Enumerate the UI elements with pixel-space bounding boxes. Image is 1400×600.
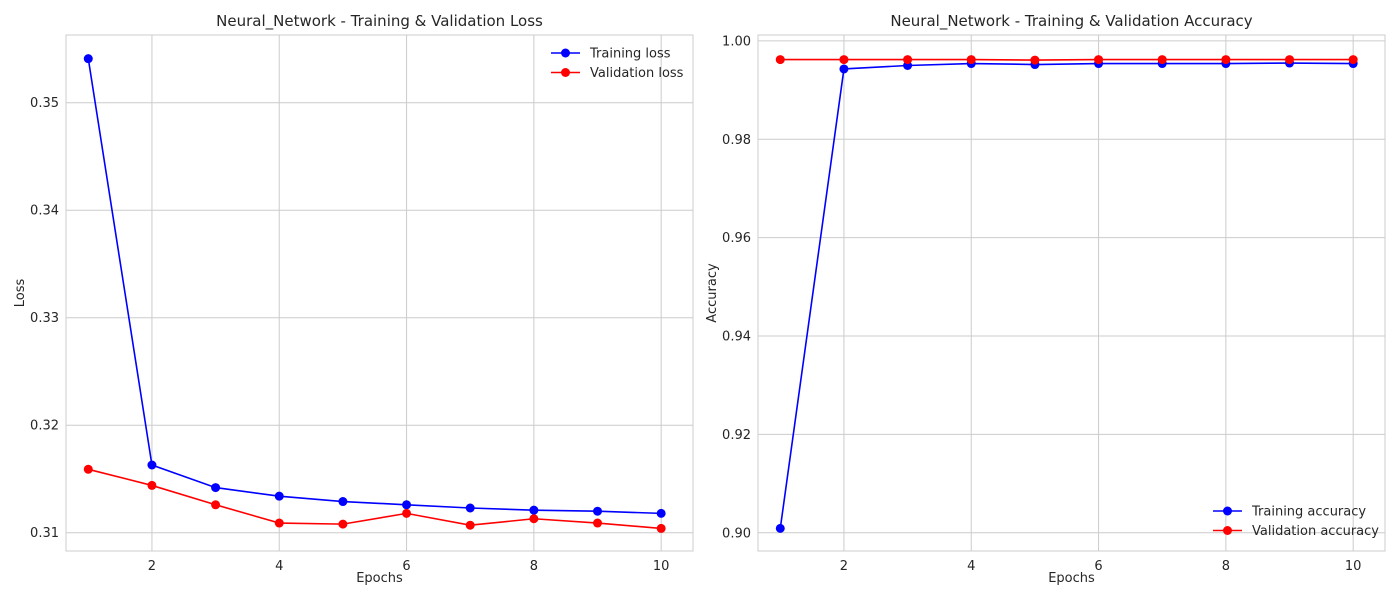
series-line-training (779, 62, 1354, 529)
y-tick-label: 0.34 (30, 204, 59, 219)
legend-label-training: Training loss (589, 47, 671, 62)
series-line-validation (88, 468, 662, 530)
data-point-validation (338, 519, 348, 529)
data-point-validation (839, 55, 849, 65)
data-point-validation (1157, 55, 1167, 65)
legend-label-training: Training accuracy (1251, 505, 1366, 520)
data-point-training (274, 491, 284, 501)
x-tick-label: 2 (840, 559, 848, 574)
legend-marker-validation (1223, 526, 1232, 535)
x-tick-label: 8 (1222, 559, 1230, 574)
data-point-validation (966, 55, 976, 65)
x-axis-label: Epochs (356, 571, 403, 586)
data-point-training (147, 460, 157, 470)
y-tick-label: 0.90 (722, 526, 751, 541)
y-tick-label: 0.98 (722, 133, 751, 148)
data-point-validation (1094, 55, 1104, 65)
series-line-training (87, 58, 662, 515)
data-point-validation (656, 523, 666, 533)
y-tick-label: 0.92 (722, 428, 751, 443)
y-tick-label: 0.96 (722, 231, 751, 246)
x-tick-label: 6 (1094, 559, 1102, 574)
data-point-validation (274, 518, 284, 528)
x-tick-label: 4 (275, 559, 283, 574)
y-axis-label: Loss (13, 279, 28, 308)
data-point-validation (402, 508, 412, 518)
data-point-validation (465, 520, 475, 530)
y-tick-label: 1.00 (722, 34, 751, 49)
data-point-training (839, 64, 849, 74)
data-point-validation (529, 514, 539, 524)
x-axis-label: Epochs (1048, 571, 1095, 586)
data-point-validation (903, 55, 913, 65)
y-axis-label: Accuracy (705, 263, 720, 323)
y-tick-label: 0.32 (30, 419, 59, 434)
data-point-validation (147, 480, 157, 490)
legend-marker-training (1223, 506, 1232, 516)
y-tick-label: 0.35 (30, 96, 59, 111)
chart-title: Neural_Network - Training & Validation L… (216, 12, 543, 31)
legend-label-validation: Validation accuracy (1252, 524, 1379, 539)
plot-frame (65, 34, 694, 552)
y-tick-label: 0.31 (30, 526, 59, 541)
data-point-validation (1221, 55, 1231, 65)
data-point-training (338, 497, 348, 507)
y-tick-label: 0.94 (722, 330, 751, 345)
data-point-validation (1030, 55, 1040, 65)
legend-marker-training (561, 48, 570, 58)
data-point-training (211, 483, 221, 493)
data-point-validation (593, 518, 603, 528)
legend-marker-validation (561, 68, 570, 77)
x-tick-label: 2 (148, 559, 156, 574)
data-point-training (402, 500, 412, 510)
data-point-training (656, 508, 666, 518)
accuracy-chart: 2 4 6 8 10 0.90 0.92 0.94 0.96 0.98 1.00 Neural_Net… (705, 12, 1386, 586)
x-tick-label: 8 (530, 559, 538, 574)
data-point-validation (211, 500, 221, 510)
chart-title: Neural_Network - Training & Validation A… (890, 12, 1252, 31)
loss-chart: 2 4 6 8 10 0.31 0.32 0.33 0.34 0.35 Neural_Network… (13, 12, 694, 586)
x-tick-label: 6 (402, 559, 410, 574)
legend: Training loss Validation loss (551, 47, 684, 81)
data-point-validation (775, 55, 785, 65)
data-point-training (83, 54, 93, 64)
plot-frame (757, 34, 1386, 552)
data-point-validation (1285, 55, 1295, 65)
data-point-training (775, 523, 785, 533)
y-tick-label: 0.33 (30, 311, 59, 326)
data-point-validation (1348, 55, 1358, 65)
data-point-training (465, 503, 475, 513)
legend-label-validation: Validation loss (590, 66, 684, 81)
data-point-training (593, 506, 603, 516)
legend: Training accuracy Validation accuracy (1213, 505, 1379, 539)
x-tick-label: 10 (653, 559, 670, 574)
x-tick-label: 4 (967, 559, 975, 574)
data-point-validation (83, 464, 93, 474)
x-tick-label: 10 (1345, 559, 1362, 574)
data-point-training (529, 505, 539, 515)
